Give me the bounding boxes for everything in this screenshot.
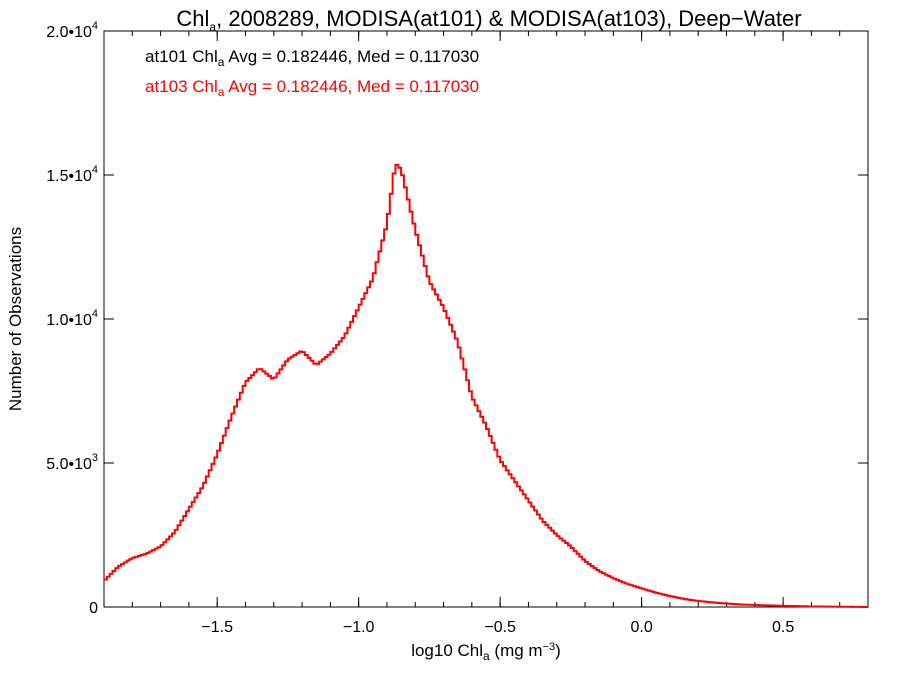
histogram-series-at103 bbox=[104, 163, 868, 608]
legend-entry-at101: at101 Chla Avg = 0.182446, Med = 0.11703… bbox=[145, 47, 479, 69]
x-tick-label: −1.0 bbox=[343, 619, 375, 636]
y-tick-label: 1.5•104 bbox=[46, 164, 98, 185]
x-tick-label: 0.5 bbox=[772, 619, 794, 636]
x-tick-label: 0.0 bbox=[631, 619, 653, 636]
y-axis-ticks: 0 5.0•103 1.0•104 1.5•104 2.0•104 bbox=[46, 20, 868, 617]
series-layer bbox=[104, 163, 868, 608]
title-chl-subscript: a bbox=[209, 20, 216, 34]
x-axis-title: log10 Chla (mg m−3) bbox=[411, 641, 561, 663]
y-tick-label: 2.0•104 bbox=[46, 20, 98, 41]
x-tick-label: −0.5 bbox=[484, 619, 516, 636]
y-tick-label: 1.0•104 bbox=[46, 308, 98, 329]
y-tick-label: 0 bbox=[89, 600, 98, 617]
legend-entry-at103: at103 Chla Avg = 0.182446, Med = 0.11703… bbox=[145, 77, 479, 99]
title-rest: , 2008289, MODISA(at101) & MODISA(at103)… bbox=[216, 6, 802, 31]
y-axis-title: Number of Observations bbox=[6, 227, 25, 411]
plot-frame bbox=[103, 30, 869, 608]
x-axis-ticks: −1.5 −1.0 −0.5 0.0 0.5 bbox=[103, 31, 869, 636]
chart-title: Chla, 2008289, MODISA(at101) & MODISA(at… bbox=[176, 6, 801, 34]
x-tick-label: −1.5 bbox=[201, 619, 233, 636]
y-tick-label: 5.0•103 bbox=[46, 452, 98, 473]
title-chl: Chl bbox=[176, 6, 209, 31]
